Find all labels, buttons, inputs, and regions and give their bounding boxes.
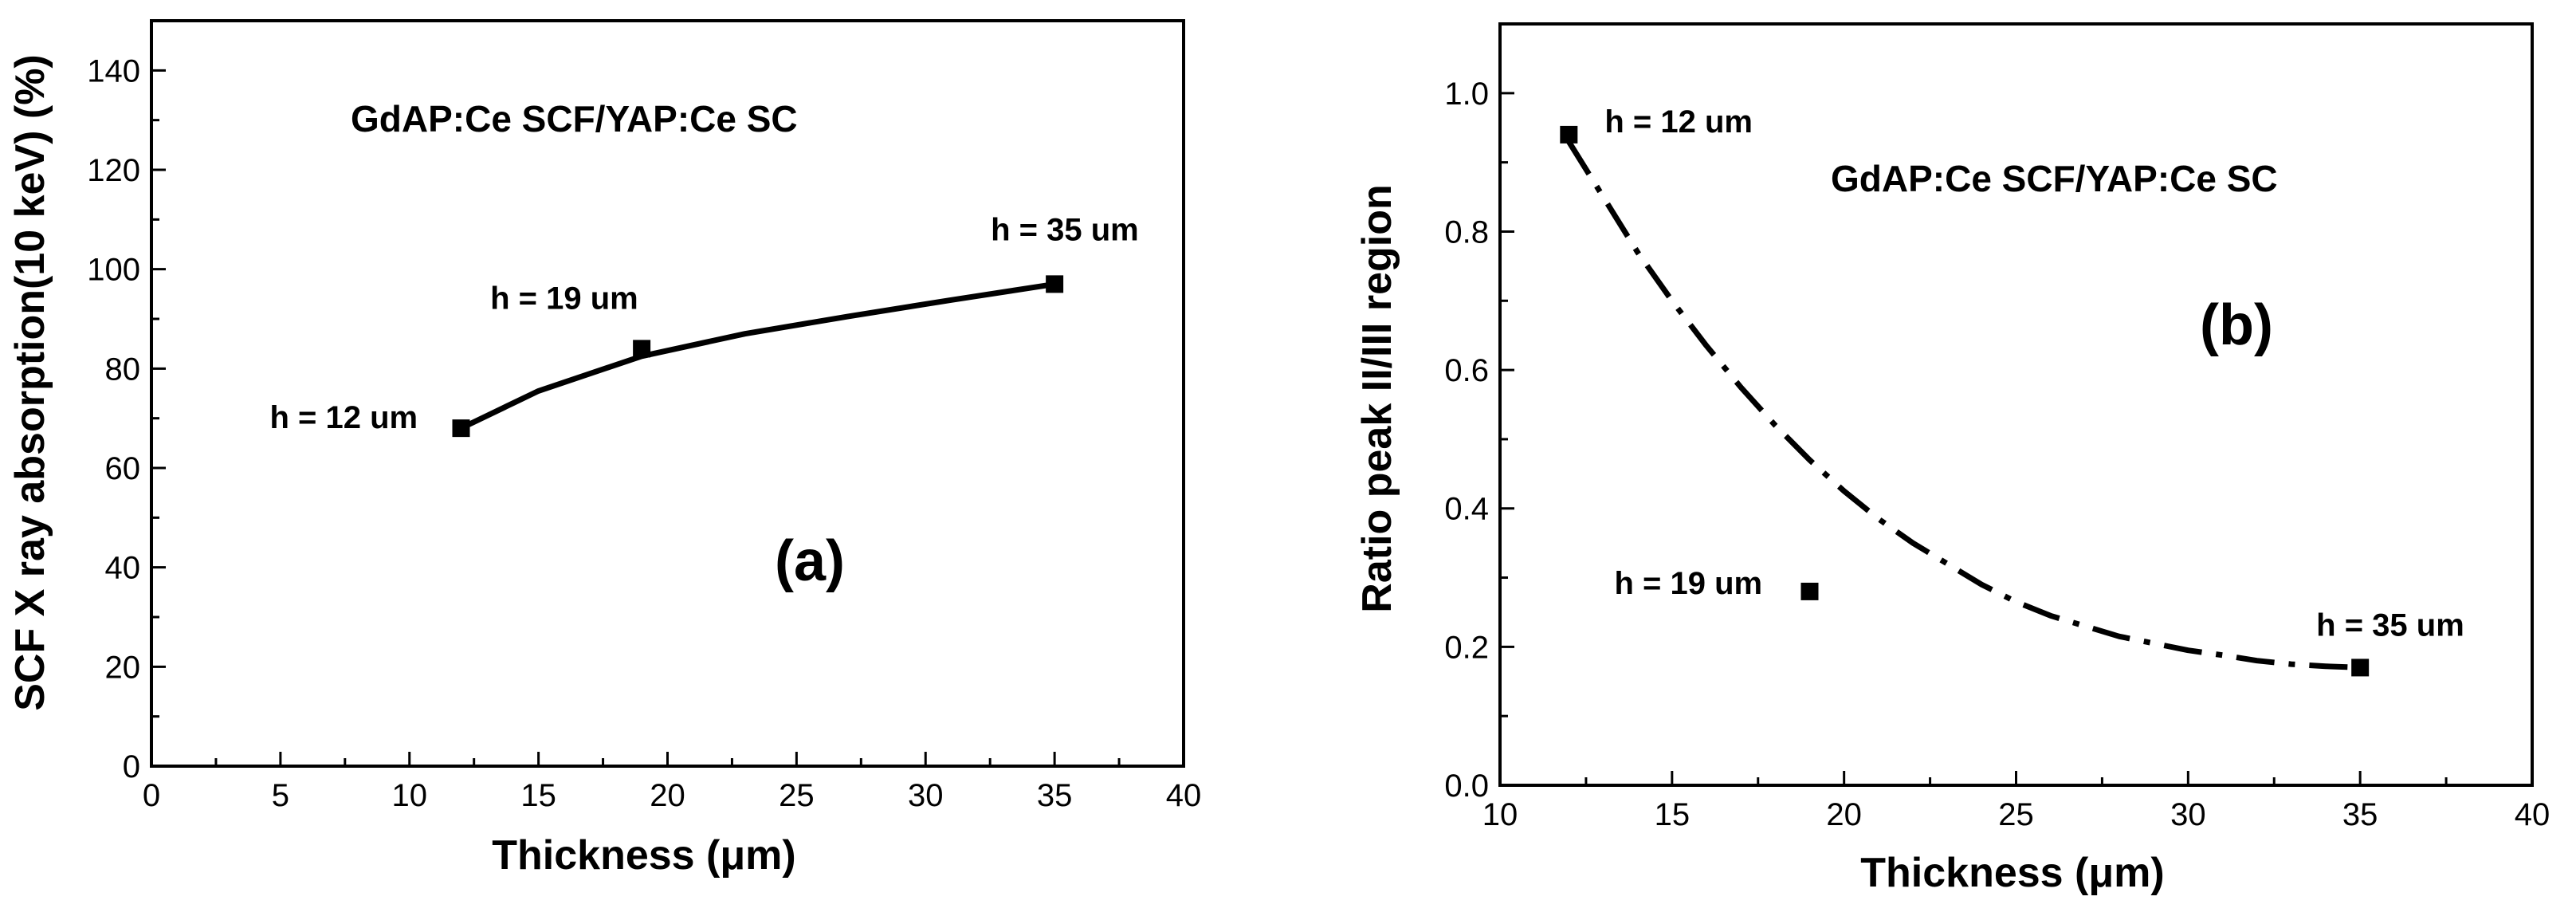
y-tick-label: 80 (105, 352, 141, 387)
x-tick-label: 35 (1037, 778, 1073, 813)
y-tick-label: 0.6 (1444, 353, 1489, 388)
x-axis-title-b: Thickness (μm) (1860, 850, 2164, 896)
x-tick-label: 0 (143, 778, 160, 813)
data-point-marker (2351, 659, 2370, 677)
x-tick-label: 35 (2342, 797, 2378, 832)
data-point-marker (1046, 275, 1064, 293)
data-point-label: h = 12 um (270, 400, 418, 435)
y-tick-label: 120 (87, 153, 140, 188)
x-tick-label: 30 (908, 778, 944, 813)
x-tick-label: 25 (779, 778, 815, 813)
y-tick-label: 0 (123, 749, 140, 784)
y-tick-label: 20 (105, 650, 141, 685)
data-point-label: h = 35 um (991, 212, 1139, 247)
y-tick-label: 40 (105, 551, 141, 586)
x-tick-label: 5 (272, 778, 289, 813)
chart-panel-a: 0 5 10 15 20 25 30 35 40 0 20 40 60 80 100 120 140 h = 1… (7, 19, 1201, 879)
data-point-marker (633, 340, 651, 358)
x-tick-label: 30 (2170, 797, 2206, 832)
y-axis-title-b: Ratio peak II/III region (1354, 184, 1400, 612)
y-tick-label: 100 (87, 253, 140, 288)
x-tick-label: 40 (1166, 778, 1202, 813)
data-point-label: h = 19 um (1615, 566, 1763, 601)
fit-curve-b (1566, 140, 2361, 670)
x-tick-label: 15 (1655, 797, 1690, 832)
data-point-marker (1800, 582, 1819, 600)
x-axis-title-a: Thickness (μm) (492, 832, 795, 879)
data-points-a: h = 12 um h = 19 um h = 35 um (270, 212, 1139, 438)
data-point-label: h = 35 um (2316, 607, 2464, 643)
chart-title-b: GdAP:Ce SCF/YAP:Ce SC (1831, 158, 2278, 199)
y-tick-label: 0.2 (1444, 630, 1489, 665)
data-point-label: h = 12 um (1604, 104, 1753, 140)
y-tick-label: 1.0 (1444, 77, 1489, 112)
data-points-b: h = 12 um h = 19 um h = 35 um (1560, 104, 2464, 677)
chart-title-a: GdAP:Ce SCF/YAP:Ce SC (351, 98, 798, 140)
data-point-label: h = 19 um (490, 281, 638, 316)
fit-curve-a (459, 281, 1055, 431)
fit-curve-line (459, 281, 1055, 431)
y-tick-label: 0.8 (1444, 214, 1489, 250)
x-tick-label: 15 (520, 778, 556, 813)
x-tick-label: 10 (392, 778, 428, 813)
data-point-marker (1560, 125, 1578, 144)
x-tick-label: 10 (1482, 797, 1518, 832)
x-tick-label: 25 (1998, 797, 2034, 832)
x-tick-label: 20 (1826, 797, 1862, 832)
ticks-a: 0 5 10 15 20 25 30 35 40 0 20 40 60 80 100 120 140 (87, 53, 1201, 813)
x-tick-label: 20 (650, 778, 685, 813)
panel-label-b: (b) (2200, 293, 2273, 357)
chart-panel-b: 10 15 20 25 30 35 40 0.0 0.2 0.4 0.6 0.8 1.0 h = 12 … (1354, 22, 2550, 896)
fit-curve-line (1566, 140, 2361, 670)
x-tick-label: 40 (2515, 797, 2550, 832)
y-tick-label: 140 (87, 53, 140, 88)
panel-label-a: (a) (775, 529, 845, 593)
y-tick-label: 0.4 (1444, 492, 1489, 527)
ticks-b: 10 15 20 25 30 35 40 0.0 0.2 0.4 0.6 0.8 1.0 (1444, 77, 2550, 832)
y-tick-label: 0.0 (1444, 769, 1489, 804)
y-axis-title-a: SCF X ray absorption(10 keV) (%) (7, 54, 53, 711)
y-tick-label: 60 (105, 451, 141, 486)
data-point-marker (452, 419, 470, 438)
